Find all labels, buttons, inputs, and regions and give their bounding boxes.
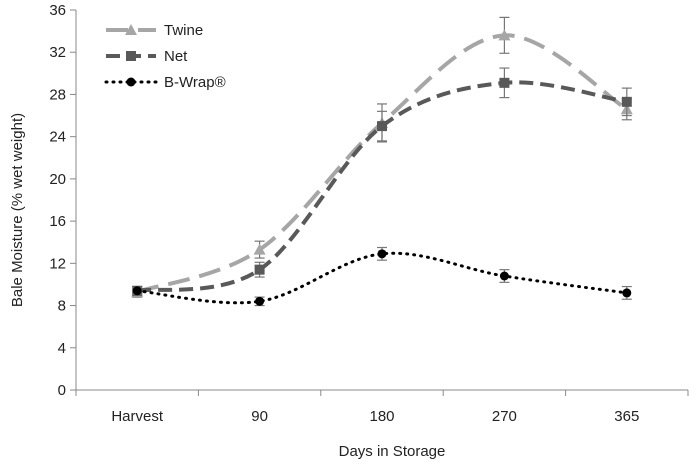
legend-label-twine: Twine xyxy=(164,22,203,39)
legend-item-b-wrap: B-Wrap® xyxy=(104,74,226,91)
series-b-wrap xyxy=(132,246,632,307)
legend-marker-net xyxy=(126,51,136,61)
x-tick-label-harvest: Harvest xyxy=(111,408,164,425)
point-b-wrap-3 xyxy=(499,271,509,281)
point-b-wrap-4 xyxy=(622,288,632,298)
x-tick-label-270: 270 xyxy=(492,408,517,425)
y-tick-label-0: 0 xyxy=(58,382,66,399)
y-tick-label-4: 4 xyxy=(58,340,66,357)
point-twine-3 xyxy=(498,29,511,41)
legend-label-b-wrap: B-Wrap® xyxy=(164,74,226,91)
y-tick-label-28: 28 xyxy=(49,86,66,103)
x-tick-label-90: 90 xyxy=(251,408,268,425)
y-tick-label-12: 12 xyxy=(49,255,66,272)
point-net-1 xyxy=(254,264,265,275)
series-layer xyxy=(131,16,633,307)
series-line-b-wrap xyxy=(135,251,629,305)
x-tick-label-180: 180 xyxy=(369,408,394,425)
x-tick-label-365: 365 xyxy=(614,408,639,425)
legend-label-net: Net xyxy=(164,48,188,65)
y-tick-label-24: 24 xyxy=(49,129,66,146)
point-net-3 xyxy=(499,77,510,88)
y-tick-label-36: 36 xyxy=(49,2,66,19)
x-axis-title: Days in Storage xyxy=(339,443,446,460)
series-net xyxy=(132,67,632,296)
y-tick-label-16: 16 xyxy=(49,213,66,230)
point-b-wrap-0 xyxy=(132,286,142,296)
point-b-wrap-2 xyxy=(377,249,387,259)
point-net-4 xyxy=(621,96,632,107)
legend-item-net: Net xyxy=(106,48,188,65)
y-axis-title: Bale Moisture (% wet weight) xyxy=(9,113,26,307)
legend-marker-b-wrap xyxy=(126,77,136,87)
axes-layer: 0 4 8 12 16 20 24 28 32 36 Harvest 90 180 270 365 xyxy=(49,2,689,425)
legend-marker-twine xyxy=(125,24,137,35)
legend-item-twine: Twine xyxy=(106,22,203,39)
point-net-2 xyxy=(377,121,387,132)
point-twine-1 xyxy=(253,243,266,255)
point-b-wrap-1 xyxy=(255,296,265,306)
y-tick-label-8: 8 xyxy=(58,298,66,315)
legend: Twine Net B-Wrap® xyxy=(104,22,226,91)
y-tick-label-32: 32 xyxy=(49,44,66,61)
y-tick-label-20: 20 xyxy=(49,171,66,188)
